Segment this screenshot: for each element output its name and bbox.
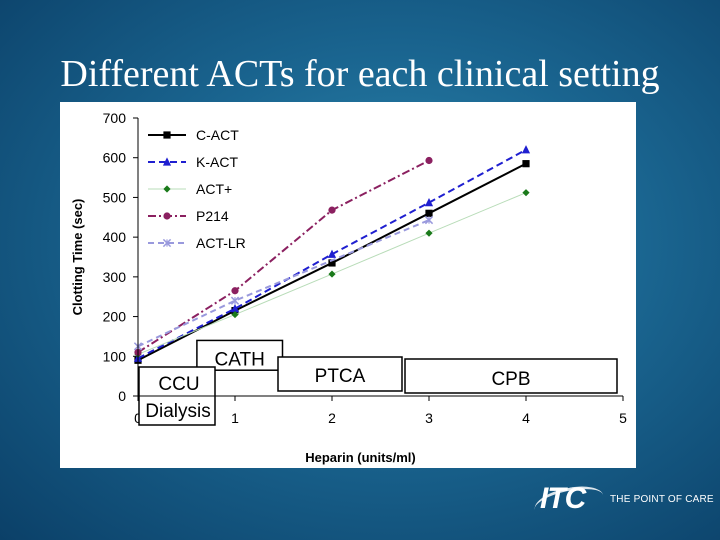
legend-label: P214	[196, 208, 229, 224]
legend-label: C-ACT	[196, 127, 239, 143]
series-line-p214	[137, 159, 430, 354]
x-tick-label: 2	[328, 410, 336, 426]
y-tick-label: 100	[103, 348, 127, 364]
y-tick-label: 400	[103, 229, 127, 245]
ccu-label: CCU	[158, 374, 199, 395]
data-point	[425, 209, 433, 217]
chart-panel: 0 100 200 300 400 500 600 700 0 1 2 3 4 5 CATH CCU Dia…	[60, 102, 636, 468]
data-point	[230, 296, 240, 305]
y-tick-label: 0	[118, 388, 126, 404]
data-point	[424, 197, 434, 207]
legend: C-ACT K-ACT ACT+ P214 ACT-LR	[148, 127, 246, 251]
series-line-act-lr	[137, 219, 430, 348]
data-point	[328, 206, 336, 214]
ptca-box	[277, 356, 403, 392]
data-point	[424, 215, 434, 225]
cpb-box	[404, 358, 618, 394]
x-tick-label: 1	[231, 410, 239, 426]
data-point	[328, 270, 336, 278]
data-point	[230, 304, 240, 313]
dialysis-label: Dialysis	[145, 401, 210, 422]
data-point	[425, 229, 433, 237]
data-point	[163, 185, 171, 193]
x-tick-label: 5	[619, 410, 627, 426]
data-point	[425, 156, 433, 165]
brand-tagline: THE POINT OF CARE	[610, 494, 714, 505]
data-point	[522, 189, 530, 197]
series-group	[133, 145, 531, 364]
ptca-label: PTCA	[315, 366, 366, 387]
legend-label: ACT+	[196, 181, 232, 197]
data-point	[163, 131, 171, 139]
data-point	[522, 160, 530, 168]
data-point	[328, 259, 336, 267]
clotting-time-chart: 0 100 200 300 400 500 600 700 0 1 2 3 4 5 CATH CCU Dia…	[70, 110, 627, 465]
data-point	[521, 145, 531, 154]
data-point	[231, 287, 239, 295]
y-tick-label: 300	[103, 269, 127, 285]
cath-box	[196, 339, 284, 371]
y-tick-label: 500	[103, 189, 127, 205]
itc-logo: ITC THE POINT OF CARE	[531, 480, 714, 524]
x-axis-label: Heparin (units/ml)	[305, 450, 416, 465]
data-point	[163, 212, 171, 220]
data-point	[162, 157, 172, 166]
y-axis-ticks: 0 100 200 300 400 500 600 700	[103, 110, 138, 404]
setting-annotations: CATH CCU Dialysis PTCA CPB	[138, 339, 618, 426]
data-point	[327, 249, 337, 258]
y-axis-label: Clotting Time (sec)	[70, 199, 85, 316]
y-tick-label: 700	[103, 110, 127, 126]
legend-label: ACT-LR	[196, 235, 246, 251]
y-tick-label: 200	[103, 309, 127, 325]
x-tick-label: 3	[425, 410, 433, 426]
cpb-label: CPB	[491, 369, 530, 390]
slide-title: Different ACTs for each clinical setting	[60, 53, 660, 95]
y-tick-label: 600	[103, 150, 127, 166]
data-point	[162, 238, 172, 248]
x-tick-label: 4	[522, 410, 530, 426]
x-tick-label: 0	[134, 410, 142, 426]
legend-label: K-ACT	[196, 154, 238, 170]
x-axis-ticks: 0 1 2 3 4 5	[134, 396, 627, 426]
cath-label: CATH	[215, 349, 265, 370]
brand-mark: ITC	[540, 482, 586, 515]
